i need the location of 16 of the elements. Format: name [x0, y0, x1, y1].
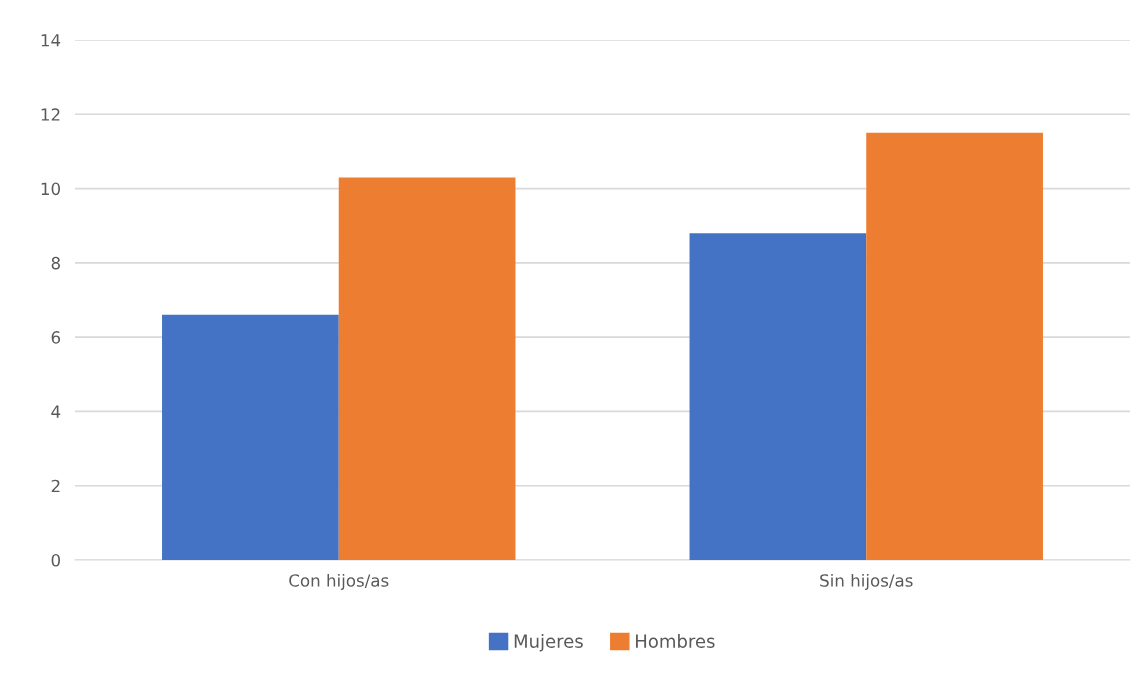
- y-tick-label: 10: [41, 182, 60, 196]
- bar: [866, 132, 1043, 560]
- y-tick-label: 12: [41, 108, 60, 121]
- x-tick-label: Sin hijos/as: [820, 573, 913, 591]
- y-tick-label: 6: [51, 331, 61, 344]
- bar: [338, 177, 516, 560]
- y-tick-label: 14: [41, 34, 61, 47]
- legend-label: Hombres: [636, 633, 715, 648]
- y-tick-label: 2: [51, 479, 60, 493]
- bar: [162, 314, 339, 560]
- bar: [689, 233, 867, 560]
- x-tick-label: Con hijos/as: [289, 573, 389, 591]
- y-tick-label: 8: [51, 256, 60, 270]
- y-tick-label: 0: [51, 553, 60, 567]
- legend-label: Mujeres: [514, 633, 583, 652]
- y-tick-label: 4: [51, 405, 61, 418]
